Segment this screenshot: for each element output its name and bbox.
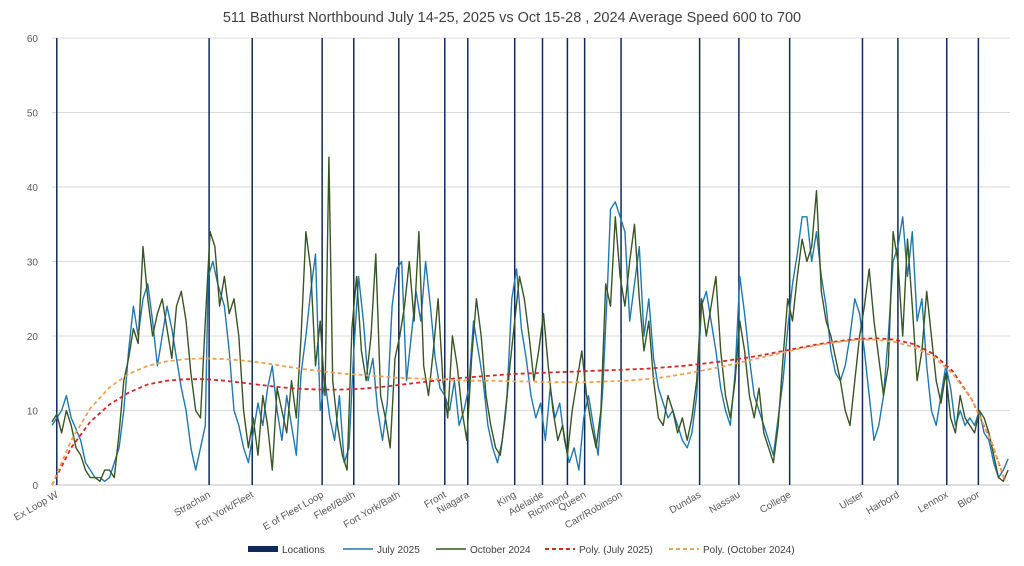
- y-tick-label: 40: [27, 183, 39, 194]
- legend: Locations July 2025 October 2024 Poly. (Jul…: [248, 545, 795, 556]
- x-tick-label: Ulster: [838, 489, 867, 512]
- x-tick-label: Lennox: [916, 490, 950, 516]
- y-tick-label: 20: [27, 332, 39, 343]
- series-line-1: [51, 201, 1009, 482]
- y-tick-label: 30: [27, 258, 39, 269]
- y-axis-ticks: 0 10 20 30 40 50 60: [27, 34, 39, 492]
- x-tick-label: Nassau: [708, 490, 743, 516]
- legend-label: October 2024: [470, 545, 531, 556]
- x-tick-label: Harbord: [865, 490, 902, 518]
- x-tick-label: Dundas: [668, 490, 703, 517]
- series-line-3: [51, 337, 1007, 486]
- legend-label: Locations: [282, 545, 325, 556]
- series-lines: [51, 156, 1009, 486]
- legend-label: Poly. (July 2025): [579, 545, 653, 556]
- x-tick-label: College: [758, 489, 793, 516]
- x-tick-label: Ex Loop W: [12, 489, 60, 523]
- legend-label: Poly. (October 2024): [703, 545, 795, 556]
- legend-swatch: [248, 546, 278, 552]
- chart-title: 511 Bathurst Northbound July 14-25, 2025…: [223, 10, 801, 26]
- series-line-2: [51, 156, 1009, 482]
- y-tick-label: 0: [32, 481, 38, 492]
- y-tick-label: 10: [27, 407, 39, 418]
- legend-label: July 2025: [377, 545, 420, 556]
- y-tick-label: 60: [27, 34, 39, 45]
- y-tick-label: 50: [27, 109, 39, 120]
- x-tick-label: Bloor: [956, 489, 982, 511]
- gridlines: [52, 37, 1010, 486]
